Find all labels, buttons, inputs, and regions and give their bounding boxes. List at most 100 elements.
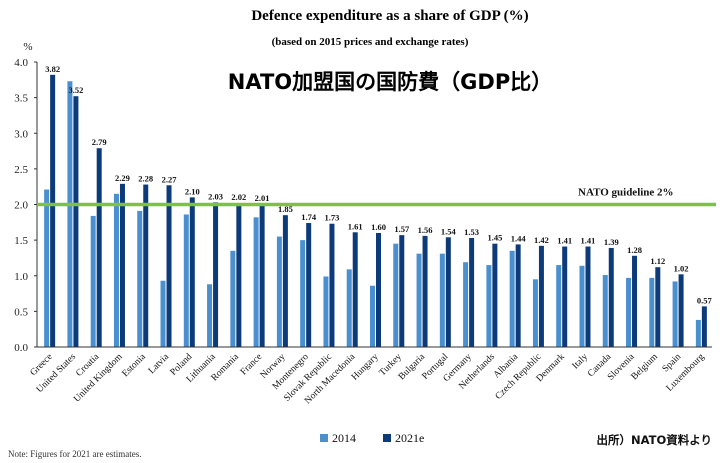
legend-swatch-2021e (383, 434, 391, 442)
data-label: 2.79 (92, 137, 107, 147)
data-label: 1.39 (604, 237, 619, 247)
legend-swatch-2014 (320, 434, 328, 442)
nato-guideline-label: NATO guideline 2% (578, 187, 674, 199)
data-label: 2.28 (138, 174, 153, 184)
bar-2021e-lithuania (213, 202, 219, 347)
bar-series (44, 74, 707, 348)
data-label: 1.56 (418, 225, 433, 235)
bar-2014-canada (602, 275, 608, 347)
data-label: 1.41 (581, 236, 596, 246)
bar-2014-hungary (370, 285, 375, 347)
bar-2021e-netherlands (492, 243, 498, 347)
y-tick-label: 2.0 (14, 200, 28, 212)
bar-2021e-france (259, 203, 265, 347)
bar-2014-north-macedonia (346, 269, 352, 347)
data-label: 1.41 (557, 236, 572, 246)
data-label: 1.85 (278, 204, 293, 214)
y-tick-label: 0.0 (14, 342, 28, 354)
source-note: 出所）NATO資料より (596, 433, 712, 447)
data-label: 2.03 (208, 191, 223, 201)
legend-label-2014: 2014 (332, 431, 356, 445)
bar-2021e-slovenia (632, 255, 638, 347)
bar-2014-bulgaria (416, 253, 422, 347)
data-label: 1.57 (394, 224, 410, 234)
y-tick-label: 0.5 (14, 306, 28, 318)
category-label: Latvia (147, 351, 172, 376)
bar-2014-lithuania (207, 284, 213, 347)
bar-2021e-estonia (143, 184, 149, 347)
bar-2021e-spain (678, 274, 684, 347)
data-label: 3.82 (45, 64, 60, 74)
bar-2014-poland (183, 214, 189, 347)
data-label: 1.73 (325, 213, 340, 223)
bar-2021e-montenegro (306, 223, 312, 347)
bar-2021e-canada (608, 247, 614, 347)
bar-2021e-united-kingdom (119, 183, 125, 347)
bar-2014-montenegro (300, 240, 306, 347)
y-tick-label: 4.0 (14, 57, 28, 69)
data-label: 1.74 (301, 212, 317, 222)
bar-2021e-turkey (399, 235, 405, 347)
bar-2021e-portugal (445, 237, 451, 347)
y-tick-label: 1.5 (14, 235, 28, 247)
data-label: 2.02 (231, 192, 246, 202)
data-label: 2.01 (255, 193, 270, 203)
bar-2021e-bulgaria (422, 235, 428, 347)
bar-2021e-denmark (562, 246, 568, 347)
y-tick-label: 3.5 (14, 93, 28, 105)
category-label: Italy (571, 352, 591, 372)
bar-2021e-norway (282, 215, 288, 347)
chart-subtitle: (based on 2015 prices and exchange rates… (272, 36, 469, 48)
data-label: 1.12 (650, 256, 665, 266)
bar-2014-belgium (649, 277, 655, 347)
y-axis-label: % (23, 41, 32, 53)
bar-2014-albania (509, 250, 515, 347)
y-tick-label: 1.0 (14, 271, 28, 283)
bar-2014-latvia (160, 280, 166, 347)
bar-2014-france (253, 217, 259, 347)
bar-2014-italy (579, 265, 585, 347)
category-label: Estonia (121, 351, 149, 379)
bar-2014-romania (230, 250, 236, 347)
bar-2021e-czech-republic (538, 245, 544, 347)
chart-title: Defence expenditure as a share of GDP (%… (251, 8, 528, 24)
bar-2014-spain (672, 281, 678, 347)
bar-2021e-luxembourg (701, 306, 707, 347)
bar-2014-luxembourg (695, 319, 701, 347)
bar-2014-norway (276, 236, 282, 347)
data-label: 1.28 (627, 245, 642, 255)
bar-2014-slovenia (626, 277, 632, 347)
data-label: 1.54 (441, 226, 457, 236)
bar-2021e-hungary (376, 233, 381, 347)
y-tick-label: 2.5 (14, 164, 28, 176)
data-labels: 3.82 3.52 2.79 2.29 2.28 2.27 2.10 2.03 2.02 2.01… (45, 64, 712, 306)
overlay-title: NATO加盟国の国防費（GDP比） (228, 70, 552, 94)
bar-2021e-albania (515, 244, 521, 347)
bar-2014-denmark (556, 265, 562, 347)
bar-2014-united-kingdom (113, 193, 119, 347)
data-label: 1.53 (464, 227, 479, 237)
bar-2021e-united-states (73, 96, 79, 347)
bar-2014-slovak-republic (323, 276, 329, 347)
bar-2014-united-states (67, 81, 73, 348)
data-label: 3.52 (68, 85, 83, 95)
bar-2021e-romania (236, 203, 242, 347)
data-label: 1.45 (487, 233, 502, 243)
bar-2021e-belgium (655, 267, 661, 347)
data-label: 1.44 (511, 233, 527, 243)
bar-2014-turkey (393, 243, 399, 347)
bar-2021e-italy (585, 246, 591, 347)
bar-2021e-germany (469, 237, 475, 347)
data-label: 0.57 (697, 295, 713, 305)
bar-2014-portugal (439, 253, 445, 347)
bar-2014-croatia (90, 215, 96, 347)
y-axis-ticks: 0.0 0.5 1.0 1.5 2.0 2.5 3.0 3.5 4.0 (14, 57, 37, 354)
legend: 2014 2021e (320, 431, 424, 445)
data-label: 2.29 (115, 173, 130, 183)
bar-2014-germany (463, 262, 469, 347)
bar-2021e-croatia (96, 148, 102, 347)
bar-2021e-latvia (166, 185, 172, 347)
footnote: Note: Figures for 2021 are estimates. (8, 449, 141, 459)
